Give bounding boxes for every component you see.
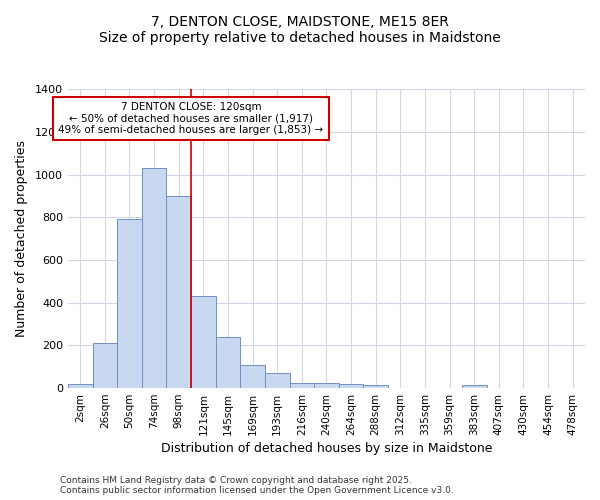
- Bar: [339, 384, 364, 388]
- Bar: [265, 373, 290, 388]
- Bar: [92, 343, 117, 388]
- Bar: [314, 382, 339, 388]
- Bar: [462, 385, 487, 388]
- Bar: [240, 364, 265, 388]
- Text: Contains HM Land Registry data © Crown copyright and database right 2025.
Contai: Contains HM Land Registry data © Crown c…: [60, 476, 454, 495]
- Bar: [142, 168, 166, 388]
- X-axis label: Distribution of detached houses by size in Maidstone: Distribution of detached houses by size …: [161, 442, 492, 455]
- Text: 7, DENTON CLOSE, MAIDSTONE, ME15 8ER
Size of property relative to detached house: 7, DENTON CLOSE, MAIDSTONE, ME15 8ER Siz…: [99, 15, 501, 45]
- Bar: [117, 220, 142, 388]
- Y-axis label: Number of detached properties: Number of detached properties: [15, 140, 28, 337]
- Text: 7 DENTON CLOSE: 120sqm
← 50% of detached houses are smaller (1,917)
49% of semi-: 7 DENTON CLOSE: 120sqm ← 50% of detached…: [58, 102, 323, 135]
- Bar: [191, 296, 215, 388]
- Bar: [68, 384, 92, 388]
- Bar: [166, 196, 191, 388]
- Bar: [215, 337, 240, 388]
- Bar: [364, 385, 388, 388]
- Bar: [290, 382, 314, 388]
